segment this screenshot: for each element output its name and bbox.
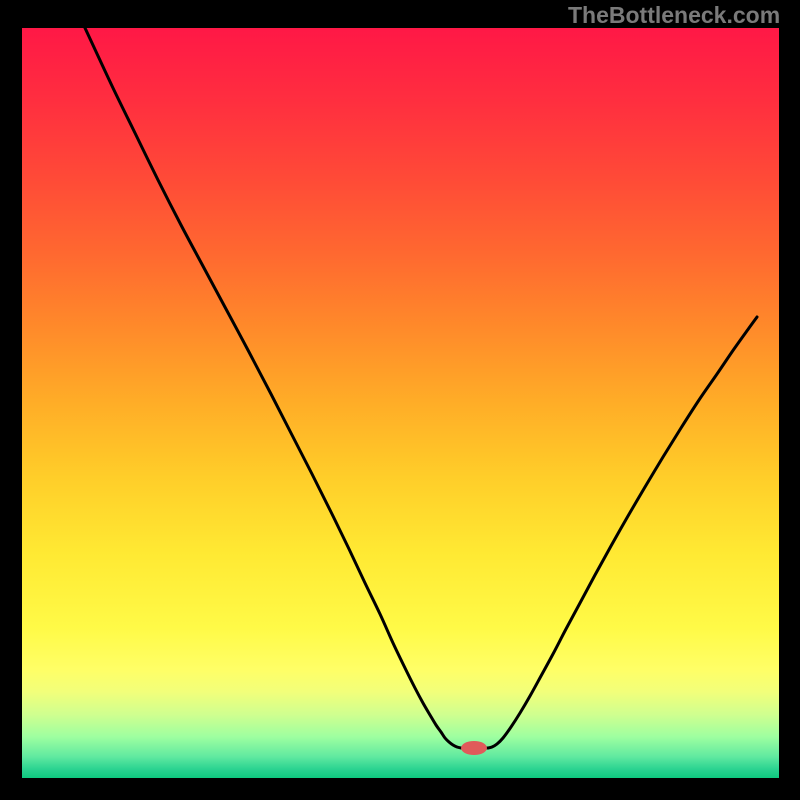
plot-area xyxy=(22,28,779,778)
gradient-background xyxy=(22,28,779,778)
bottleneck-minimum-marker xyxy=(461,741,487,755)
chart-frame: TheBottleneck.com xyxy=(0,0,800,800)
bottleneck-curve-chart xyxy=(22,28,779,778)
watermark-text: TheBottleneck.com xyxy=(568,2,780,29)
